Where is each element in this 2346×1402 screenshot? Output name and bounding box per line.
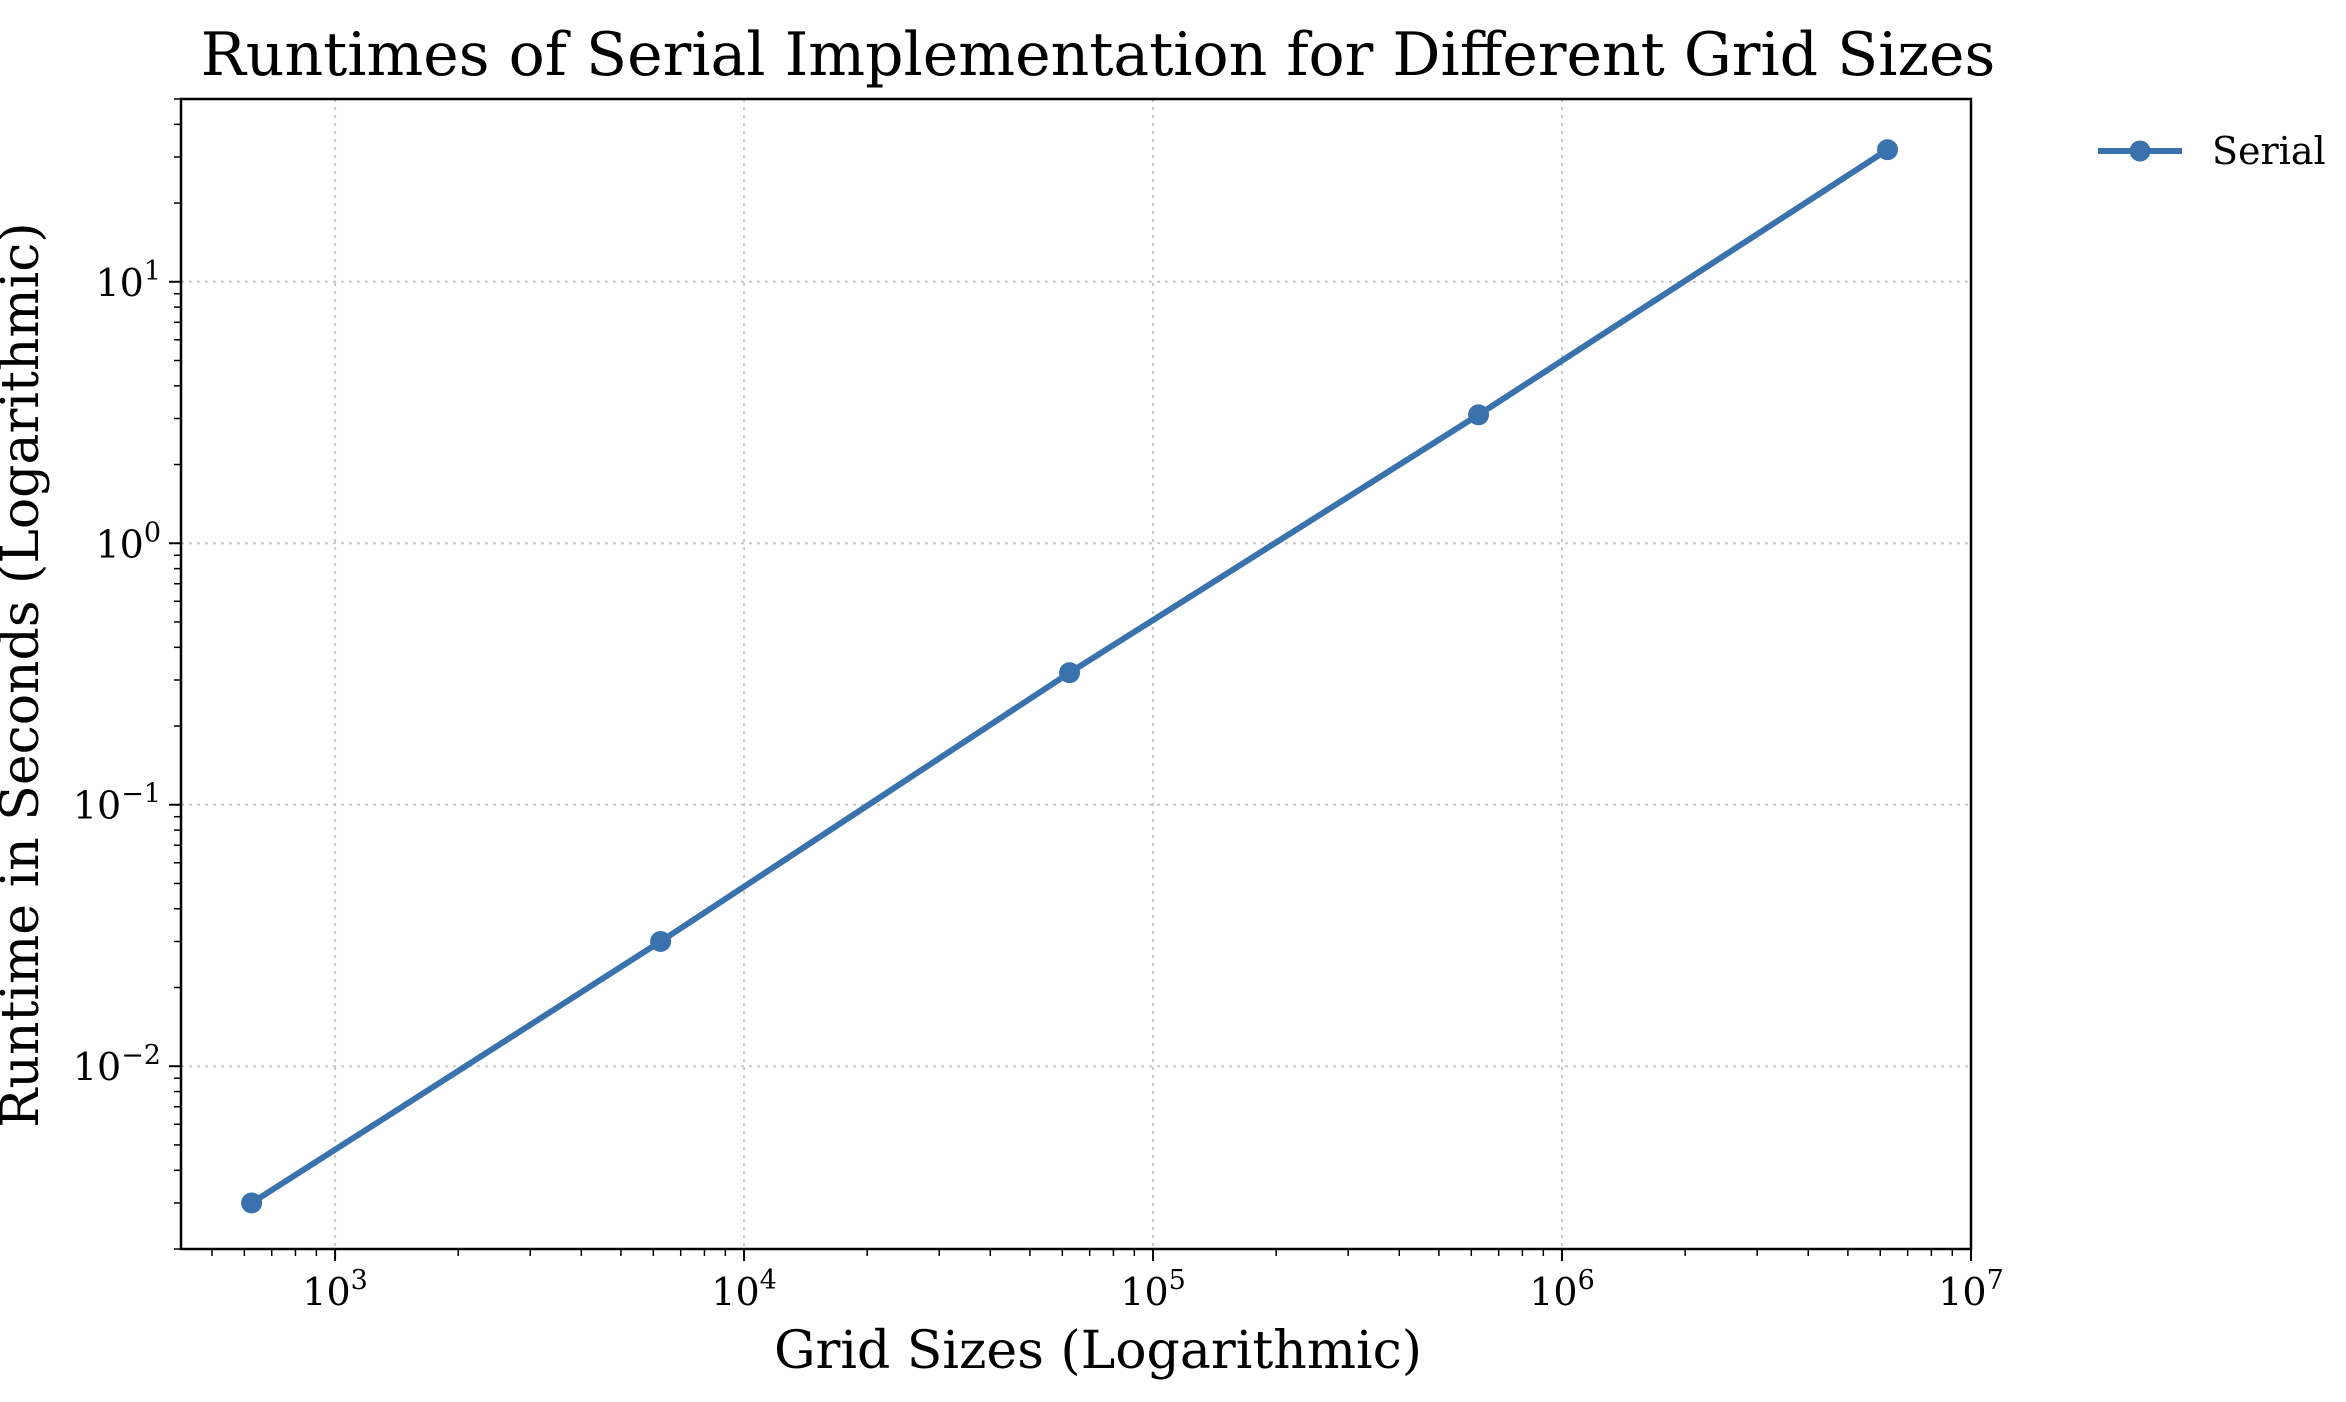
x-tick-label: 105 <box>1120 1265 1186 1314</box>
x-tick-label: 103 <box>302 1265 368 1314</box>
data-point <box>1877 139 1899 161</box>
series-layer <box>241 139 1899 1214</box>
x-axis-tick-labels: 103 104 105 106 107 <box>302 1265 2003 1314</box>
x-tick-label: 104 <box>711 1265 777 1314</box>
y-axis-tick-labels: 10−2 10−1 100 101 <box>73 256 161 1089</box>
x-tick-label: 106 <box>1529 1265 1595 1314</box>
y-axis-label: Runtime in Seconds (Logarithmic) <box>0 222 51 1127</box>
x-tick-label: 107 <box>1938 1265 2004 1314</box>
legend-label: Serial <box>2212 129 2326 173</box>
y-tick-label: 10−1 <box>73 779 161 828</box>
chart-title: Runtimes of Serial Implementation for Di… <box>201 20 1996 90</box>
data-point <box>1059 662 1081 684</box>
axis-ticks <box>169 98 1972 1261</box>
y-tick-label: 101 <box>95 256 161 305</box>
x-axis-label: Grid Sizes (Logarithmic) <box>774 1321 1422 1381</box>
y-tick-label: 10−2 <box>73 1040 161 1089</box>
grid-lines <box>181 99 1971 1249</box>
legend: Serial <box>2098 129 2326 173</box>
legend-marker <box>2129 140 2151 162</box>
data-point <box>1468 404 1490 426</box>
y-tick-label: 100 <box>95 517 161 566</box>
plot-area-frame <box>179 97 1973 1251</box>
data-point <box>650 930 672 952</box>
data-point <box>241 1192 263 1214</box>
